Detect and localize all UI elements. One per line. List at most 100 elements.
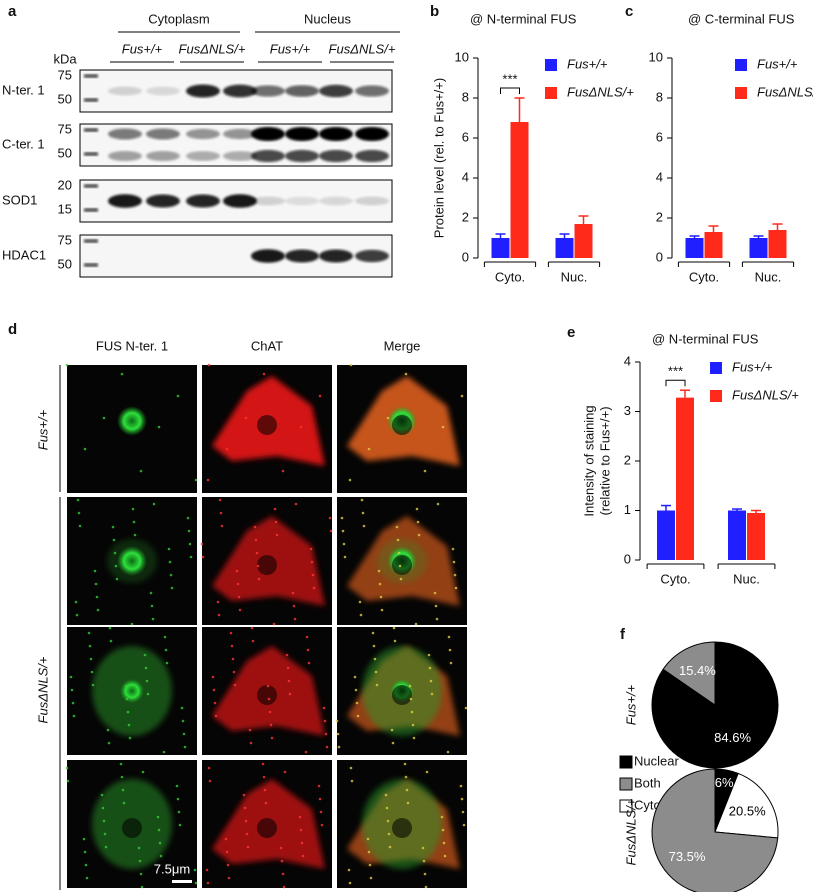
- puncta: [218, 498, 222, 502]
- puncta: [137, 846, 141, 850]
- puncta: [320, 823, 324, 827]
- puncta: [355, 701, 359, 705]
- legend-swatch: [710, 362, 722, 374]
- puncta: [369, 876, 373, 880]
- puncta: [87, 631, 91, 635]
- puncta: [441, 425, 445, 429]
- puncta: [178, 823, 182, 827]
- blot-band: [285, 149, 319, 163]
- puncta: [304, 750, 308, 754]
- marker-label: 15: [58, 201, 72, 216]
- puncta: [347, 868, 351, 872]
- y-tick-label: 6: [462, 129, 469, 144]
- puncta: [299, 828, 303, 832]
- puncta: [281, 469, 285, 473]
- blot-row-label: C-ter. 1: [2, 136, 45, 151]
- puncta: [96, 608, 100, 612]
- puncta: [89, 657, 93, 661]
- ladder-band: [84, 239, 98, 243]
- puncta: [72, 714, 76, 718]
- puncta: [406, 801, 410, 805]
- y-tick-label: 0: [462, 249, 469, 264]
- puncta: [285, 653, 289, 657]
- puncta: [233, 683, 237, 687]
- puncta: [417, 533, 421, 537]
- puncta: [340, 516, 344, 520]
- y-tick-label: 0: [624, 551, 631, 566]
- y-tick-label: 4: [656, 169, 663, 184]
- puncta: [225, 850, 229, 854]
- puncta: [112, 538, 116, 542]
- puncta: [237, 595, 241, 599]
- puncta: [176, 394, 180, 398]
- puncta: [447, 635, 451, 639]
- puncta: [231, 657, 235, 661]
- puncta: [254, 538, 258, 542]
- puncta: [220, 524, 224, 528]
- puncta: [244, 819, 248, 823]
- pie-value-label: 20.5%: [729, 804, 766, 819]
- puncta: [293, 617, 297, 621]
- puncta: [372, 644, 376, 648]
- puncta: [380, 608, 384, 612]
- puncta: [152, 502, 156, 506]
- puncta: [464, 706, 468, 710]
- legend-label: Fus+/+: [567, 56, 608, 71]
- puncta: [77, 511, 81, 515]
- puncta: [446, 750, 450, 754]
- puncta: [461, 810, 465, 814]
- puncta: [423, 469, 427, 473]
- puncta: [274, 520, 278, 524]
- puncta: [248, 728, 252, 732]
- bar: [728, 510, 746, 560]
- puncta: [384, 793, 388, 797]
- blot-band: [355, 249, 389, 263]
- puncta: [359, 613, 363, 617]
- pie-row-label: Fus+/+: [623, 684, 638, 725]
- puncta: [219, 511, 223, 515]
- pie-value-label: 73.5%: [669, 849, 706, 864]
- puncta: [416, 520, 420, 524]
- puncta: [358, 600, 362, 604]
- puncta: [151, 617, 155, 621]
- puncta: [440, 815, 444, 819]
- puncta: [421, 846, 425, 850]
- puncta: [200, 542, 204, 546]
- genotype-label: FusΔNLS/+: [329, 41, 396, 56]
- puncta: [425, 770, 429, 774]
- puncta: [121, 788, 125, 792]
- puncta: [342, 542, 346, 546]
- blot-band: [108, 150, 142, 162]
- puncta: [225, 447, 229, 451]
- puncta: [298, 815, 302, 819]
- puncta: [207, 363, 211, 367]
- pie-value-label: 84.6%: [714, 730, 751, 745]
- puncta: [275, 533, 279, 537]
- puncta: [350, 779, 354, 783]
- puncta: [430, 692, 434, 696]
- legend-label: FusΔNLS/+: [567, 84, 634, 99]
- marker-label: 75: [58, 67, 72, 82]
- puncta: [323, 719, 327, 723]
- significance-label: ***: [502, 71, 517, 86]
- puncta: [312, 586, 316, 590]
- puncta: [181, 719, 185, 723]
- puncta: [436, 502, 440, 506]
- nucleus: [392, 555, 412, 575]
- puncta: [335, 719, 339, 723]
- panel-letter: c: [625, 3, 633, 20]
- puncta: [156, 815, 160, 819]
- puncta: [127, 723, 131, 727]
- blot-band: [146, 150, 180, 162]
- puncta: [157, 828, 161, 832]
- puncta: [452, 560, 456, 564]
- puncta: [424, 885, 428, 889]
- puncta: [367, 850, 371, 854]
- blot-band: [223, 194, 257, 208]
- puncta: [262, 372, 266, 376]
- blot-band: [251, 196, 285, 206]
- puncta: [449, 661, 453, 665]
- puncta: [319, 810, 323, 814]
- puncta: [299, 425, 303, 429]
- puncta: [367, 447, 371, 451]
